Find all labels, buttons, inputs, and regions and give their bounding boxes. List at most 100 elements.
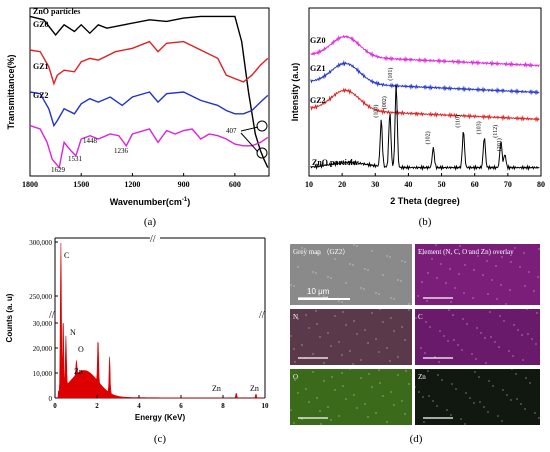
d-tile-0-speck-11 <box>330 277 332 279</box>
d-tile-2-speck-27 <box>338 341 340 343</box>
d-tile-5-speck-8 <box>525 377 527 379</box>
d-tile-5-speck-24 <box>492 385 494 387</box>
d-tile-5-speck-14 <box>497 415 499 417</box>
c-peak-zn1: Zn <box>74 367 83 376</box>
d-tile-0-speck-20 <box>297 266 299 268</box>
d-tile-1-speck-19 <box>505 303 507 305</box>
d-tile-3-speck-1 <box>490 336 492 338</box>
d-tile-2-speck-11 <box>356 333 358 335</box>
d-tile-3-speck-24 <box>466 323 468 325</box>
d-tile-3-speck-19 <box>531 338 533 340</box>
d-tile-3-label: C <box>418 313 423 321</box>
d-tile-1 <box>415 244 540 305</box>
d-tile-3-speck-35 <box>498 346 500 348</box>
d-tile-2 <box>290 309 412 365</box>
d-tile-4-speck-23 <box>338 415 340 417</box>
d-tile-5-speck-37 <box>473 402 475 404</box>
d-tile-2-speck-4 <box>341 354 343 356</box>
d-tile-4-speck-11 <box>382 395 384 397</box>
d-tile-1-speck-9 <box>510 261 512 263</box>
d-tile-1-speck-20 <box>417 295 419 297</box>
d-tile-5-speck-28 <box>515 373 517 375</box>
b-series-line-2 <box>310 87 540 123</box>
c-spectrum-area <box>57 242 265 399</box>
d-tile-4-speck-25 <box>290 409 292 411</box>
d-tile-4-speck-30 <box>353 394 355 396</box>
panel-b-xlabel: 2 Theta (degree) <box>390 196 460 206</box>
a-series-line-2 <box>29 91 269 128</box>
c-ytick-low-label-0: 0 <box>49 395 53 403</box>
d-tile-1-speck-33 <box>523 252 525 254</box>
panel-a-xlabel-end: ) <box>187 197 190 207</box>
d-tile-2-speck-20 <box>323 362 325 364</box>
b-xtick-label-3: 40 <box>404 180 412 189</box>
d-tile-1-speck-39 <box>495 265 497 267</box>
d-tile-4-speck-0 <box>341 372 343 374</box>
d-tile-0-speck-12 <box>367 269 369 271</box>
d-tile-5-label: Zn <box>418 373 426 381</box>
d-tile-0-speck-16 <box>393 298 395 300</box>
d-tile-2-speck-24 <box>349 350 351 352</box>
d-tile-1-speck-7 <box>436 277 438 279</box>
d-tile-2-speck-21 <box>360 359 362 361</box>
d-tile-5-speck-29 <box>427 370 429 372</box>
d-tile-2-speck-26 <box>301 344 303 346</box>
d-tile-1-speck-32 <box>486 260 488 262</box>
d-tile-4-speck-33 <box>342 385 344 387</box>
d-tile-2-speck-2 <box>389 360 391 362</box>
d-tile-0-speck-25 <box>360 287 362 289</box>
d-tile-3-speck-27 <box>452 314 454 316</box>
d-tile-5-speck-31 <box>501 420 503 422</box>
d-tile-2-speck-39 <box>294 361 296 363</box>
d-tile-3-speck-37 <box>447 340 449 342</box>
d-tile-3-speck-14 <box>471 353 473 355</box>
d-tile-4-speck-29 <box>316 397 318 399</box>
d-tile-1-speck-11 <box>459 245 461 247</box>
d-tile-4-speck-3 <box>330 419 332 421</box>
d-tile-1-speck-34 <box>435 244 437 246</box>
d-tile-2-speck-8 <box>367 342 369 344</box>
panel-c-label: (c) <box>154 433 167 445</box>
d-tile-0-speck-23 <box>408 303 410 305</box>
c-break-top: // <box>150 234 156 245</box>
a-xtick-label-0: 1800 <box>22 180 38 189</box>
d-tile-2-speck-31 <box>364 329 366 331</box>
c-peak-zn2: Zn <box>212 384 221 393</box>
panel-c-xlabel: Energy (KeV) <box>135 413 186 422</box>
d-scale-label: 10 μm <box>307 287 330 296</box>
d-tile-2-speck-34 <box>353 320 355 322</box>
d-tile-5-speck-15 <box>534 412 536 414</box>
b-xtick-label-4: 50 <box>438 180 446 189</box>
d-tile-3-speck-26 <box>415 317 417 319</box>
d-tile-0-speck-36 <box>401 260 403 262</box>
d-tile-2-speck-17 <box>334 315 336 317</box>
b-series-line-1 <box>310 59 540 96</box>
d-tile-4-label: O <box>293 373 298 381</box>
c-peak-n: N <box>70 328 76 337</box>
d-tile-4-speck-15 <box>408 383 410 385</box>
d-tile-3-speck-6 <box>425 321 427 323</box>
d-tile-5-speck-36 <box>436 405 438 407</box>
c-ytick-low-label-2: 20,000 <box>33 345 53 353</box>
d-tile-3-speck-29 <box>526 308 528 310</box>
d-tile-2-speck-32 <box>401 326 403 328</box>
d-tile-3-speck-34 <box>461 349 463 351</box>
d-tile-2-speck-28 <box>375 338 377 340</box>
d-tile-4-speck-37 <box>368 373 370 375</box>
b-name-gz0: GZ0 <box>310 36 326 45</box>
b-peak-label-7: (201) <box>496 138 503 151</box>
c-xtick-label-3: 6 <box>179 402 183 410</box>
d-tile-3-speck-20 <box>443 335 445 337</box>
d-tile-4-speck-6 <box>319 410 321 412</box>
a-series-line-0 <box>29 15 269 168</box>
d-tile-2-speck-35 <box>390 317 392 319</box>
d-tile-5-speck-7 <box>488 380 490 382</box>
d-tile-1-speck-16 <box>519 266 521 268</box>
d-tile-5-speck-35 <box>524 408 526 410</box>
d-tile-2-speck-9 <box>404 339 406 341</box>
d-tile-3-speck-22 <box>517 329 519 331</box>
d-tile-5-speck-12 <box>423 421 425 423</box>
d-tile-5-speck-30 <box>464 423 466 425</box>
c-break-left: // <box>49 310 55 321</box>
d-tile-4-speck-10 <box>345 398 347 400</box>
